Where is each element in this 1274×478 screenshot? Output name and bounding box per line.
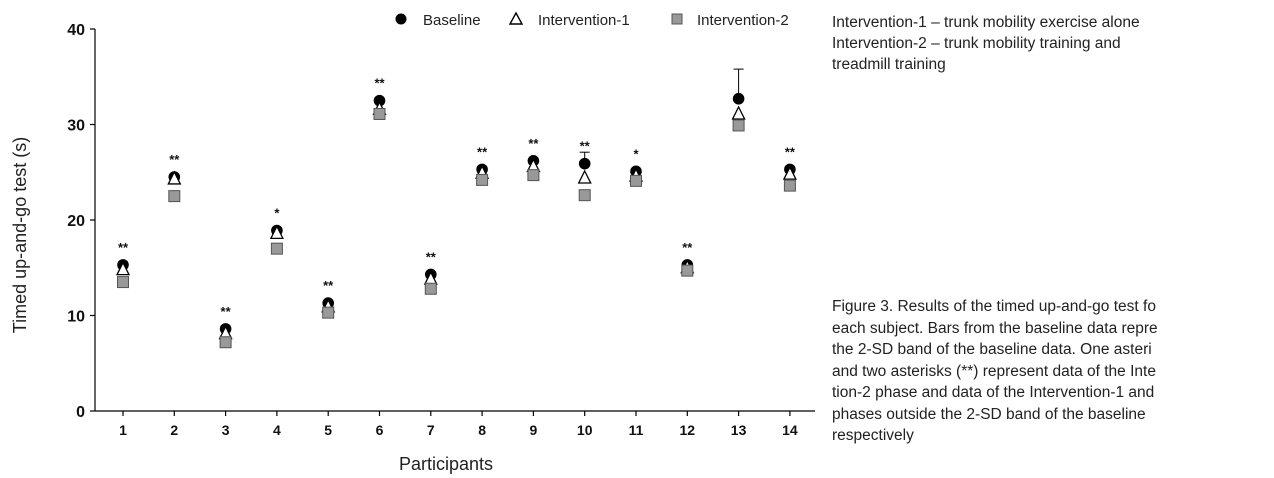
- x-tick-label: 5: [324, 422, 332, 438]
- legend-label-baseline: Baseline: [423, 12, 481, 29]
- point-intervention-2: [732, 119, 745, 132]
- x-tick-label: 13: [731, 422, 747, 438]
- point-intervention-2: [527, 169, 540, 182]
- point-intervention-2: [322, 306, 335, 319]
- significance-label: **: [221, 304, 232, 319]
- point-intervention-1: [115, 261, 131, 276]
- legend: Baseline Intervention-1 Intervention-2: [395, 11, 789, 29]
- significance-label: **: [580, 139, 591, 154]
- point-intervention-1: [577, 169, 592, 184]
- point-intervention-2: [630, 174, 642, 187]
- point-intervention-2: [783, 179, 796, 192]
- significance-label: **: [785, 144, 796, 159]
- point-intervention-1: [269, 224, 284, 240]
- point-intervention-2: [219, 336, 232, 349]
- y-tick-label: 20: [67, 213, 85, 230]
- note-line: Intervention-2 – trunk mobility training…: [832, 35, 1121, 52]
- point-baseline: [373, 94, 386, 107]
- x-tick-label: 3: [222, 422, 230, 438]
- significance-label: *: [274, 206, 280, 221]
- x-axis-label: Participants: [399, 454, 493, 474]
- significance-label: **: [682, 240, 693, 255]
- caption-line: and two asterisks (**) represent data of…: [832, 362, 1156, 380]
- significance-label: *: [633, 146, 639, 161]
- caption-line: the 2-SD band of the baseline data. One …: [832, 341, 1152, 358]
- legend-marker-baseline: [395, 13, 407, 25]
- note-line: Intervention-1 – trunk mobility exercise…: [832, 14, 1140, 31]
- significance-label: **: [169, 152, 180, 167]
- y-tick-label: 40: [67, 22, 85, 39]
- point-intervention-2: [373, 107, 386, 120]
- point-baseline: [732, 92, 745, 105]
- caption-line: each subject. Bars from the baseline dat…: [832, 319, 1158, 337]
- y-tick-label: 0: [76, 404, 85, 421]
- legend-marker-intervention-2: [671, 13, 683, 25]
- x-tick-label: 9: [530, 422, 538, 438]
- point-intervention-2: [476, 173, 489, 186]
- caption-line: phases outside the 2-SD band of the base…: [832, 405, 1146, 423]
- caption-line: tion-2 phase and data of the Interventio…: [832, 384, 1155, 401]
- x-tick-label: 10: [577, 422, 593, 438]
- x-tick-label: 6: [376, 422, 384, 438]
- significance-label: **: [374, 76, 385, 91]
- x-tick-label: 11: [629, 422, 644, 438]
- y-axis-label: Timed up-and-go test (s): [10, 137, 30, 333]
- caption-line: Figure 3. Results of the timed up-and-go…: [832, 298, 1156, 315]
- x-tick-label: 7: [427, 422, 435, 438]
- point-intervention-2: [424, 282, 437, 295]
- significance-label: **: [323, 278, 334, 293]
- significance-label: **: [528, 136, 539, 151]
- x-tick-label: 14: [782, 422, 798, 438]
- x-tick-label: 12: [680, 422, 696, 438]
- point-intervention-2: [681, 264, 694, 277]
- significance-label: **: [118, 240, 129, 255]
- figure-caption: Figure 3. Results of the timed up-and-go…: [832, 296, 1274, 447]
- legend-label-intervention-2: Intervention-2: [697, 12, 789, 29]
- point-baseline: [578, 157, 591, 170]
- x-tick-label: 2: [170, 422, 178, 438]
- caption-line: respectively: [832, 427, 914, 444]
- point-intervention-2: [168, 190, 181, 203]
- significance-label: **: [426, 249, 437, 264]
- note-line: treadmill training: [832, 56, 946, 73]
- legend-marker-intervention-1: [508, 11, 524, 25]
- point-intervention-2: [578, 189, 591, 202]
- x-tick-label: 4: [273, 422, 281, 438]
- x-tick-label: 8: [478, 422, 486, 438]
- x-tick-label: 1: [119, 422, 127, 438]
- intervention-notes: Intervention-1 – trunk mobility exercise…: [832, 12, 1272, 75]
- point-intervention-1: [167, 170, 182, 185]
- point-intervention-2: [117, 276, 129, 289]
- significance-label: **: [477, 144, 488, 159]
- point-intervention-2: [270, 242, 283, 255]
- y-tick-label: 30: [67, 118, 85, 135]
- point-intervention-1: [731, 105, 746, 120]
- legend-label-intervention-1: Intervention-1: [538, 12, 630, 29]
- y-tick-label: 10: [67, 309, 85, 326]
- point-intervention-1: [782, 165, 797, 180]
